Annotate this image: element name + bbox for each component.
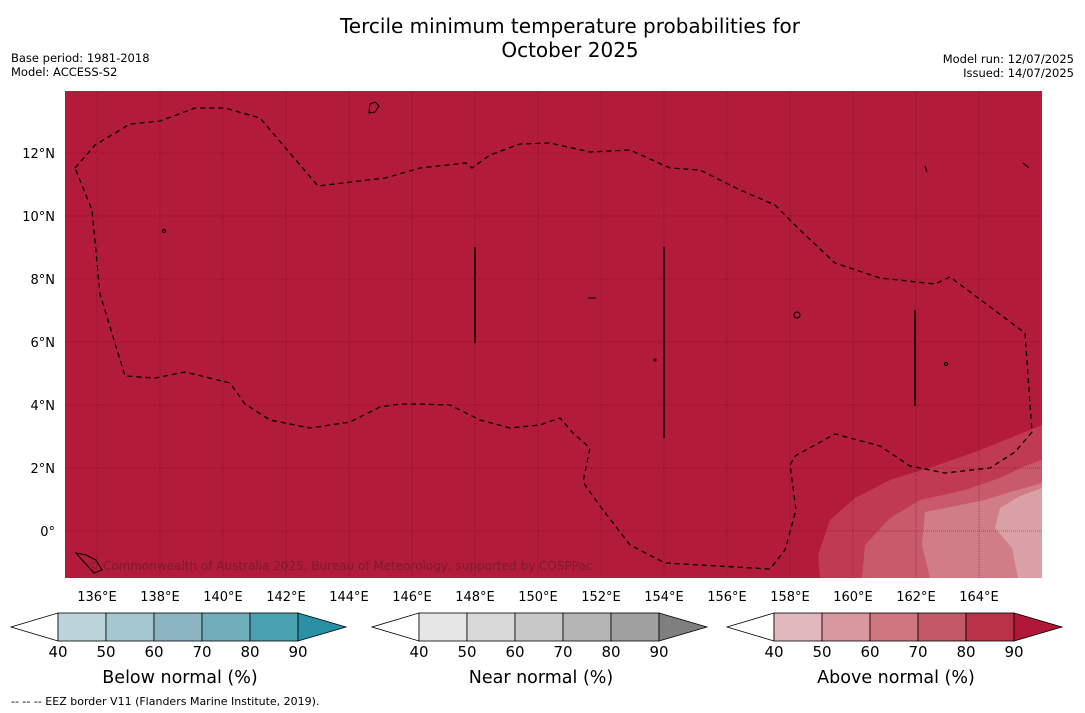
colorbar-extend-low [371, 612, 420, 642]
lon-tick-label: 136°E [77, 590, 117, 605]
legend-below-normal: 40 50 60 70 80 90 Below normal (%) [10, 612, 350, 702]
lon-tick-label: 158°E [770, 590, 810, 605]
legend-title-above: Above normal (%) [817, 668, 975, 688]
colorbar-tick-label: 70 [908, 643, 927, 661]
lon-tick-label: 138°E [140, 590, 180, 605]
colorbar-tick-label: 60 [505, 643, 524, 661]
colorbar-tick-label: 60 [860, 643, 879, 661]
lon-tick-label: 146°E [392, 590, 432, 605]
colorbar-tick-label: 90 [1004, 643, 1023, 661]
colorbar-tick-label: 40 [409, 643, 428, 661]
colorbar-segment [965, 612, 1015, 642]
colorbar-segment [773, 612, 823, 642]
colorbar-segment [869, 612, 919, 642]
island-dots [74, 101, 1030, 574]
colorbar-tick-label: 50 [96, 643, 115, 661]
issued-date: Issued: 14/07/2025 [963, 66, 1074, 80]
colorbar-tick-label: 80 [956, 643, 975, 661]
model-name: Model: ACCESS-S2 [11, 65, 118, 79]
lat-tick-label: 12°N [22, 147, 55, 162]
colorbar-segment [821, 612, 871, 642]
colorbar-segment [466, 612, 516, 642]
colorbar-above-normal: 40 50 60 70 80 90 [726, 612, 1064, 661]
above-50-region [995, 488, 1042, 578]
lon-tick-label: 150°E [518, 590, 558, 605]
colorbar-tick-label: 40 [48, 643, 67, 661]
colorbar-tick-label: 50 [457, 643, 476, 661]
colorbar-segment [201, 612, 251, 642]
colorbar-segment [57, 612, 107, 642]
title-line-1: Tercile minimum temperature probabilitie… [339, 14, 801, 38]
colorbar-extend-high [658, 612, 709, 642]
lon-tick-label: 162°E [896, 590, 936, 605]
lat-tick-label: 2°N [31, 462, 56, 477]
colorbar-segment [249, 612, 299, 642]
colorbar-near-normal: 40 50 60 70 80 90 [371, 612, 709, 661]
colorbar-extend-low [10, 612, 59, 642]
colorbar-tick-label: 90 [649, 643, 668, 661]
copyright-notice: © Commonwealth of Australia 2025, Bureau… [87, 559, 592, 573]
probability-map: © Commonwealth of Australia 2025, Bureau… [22, 91, 1042, 605]
meta-left: Base period: 1981-2018 Model: ACCESS-S2 [11, 51, 150, 79]
lon-tick-label: 164°E [959, 590, 999, 605]
colorbar-tick-label: 80 [240, 643, 259, 661]
colorbar-segment [917, 612, 967, 642]
legend-title-below: Below normal (%) [102, 668, 258, 688]
colorbar-segment [418, 612, 468, 642]
colorbar-tick-label: 40 [764, 643, 783, 661]
footnote-eez: -- -- -- EEZ border V11 (Flanders Marine… [11, 695, 320, 708]
meta-right: Model run: 12/07/2025 Issued: 14/07/2025 [943, 52, 1074, 80]
colorbar-tick-label: 60 [144, 643, 163, 661]
lon-tick-label: 160°E [833, 590, 873, 605]
lon-tick-label: 140°E [203, 590, 243, 605]
colorbar-segment [153, 612, 203, 642]
colorbar-extend-high [1013, 612, 1064, 642]
colorbar-extend-high [297, 612, 348, 642]
lon-tick-label: 152°E [581, 590, 621, 605]
lon-tick-label: 142°E [266, 590, 306, 605]
legend-above-normal: 40 50 60 70 80 90 Above normal (%) [726, 612, 1066, 702]
colorbar-tick-label: 70 [553, 643, 572, 661]
lat-tick-label: 0° [40, 525, 55, 540]
lat-tick-labels: 12°N 10°N 8°N 6°N 4°N 2°N 0° [22, 147, 55, 540]
legend-near-normal: 40 50 60 70 80 90 Near normal (%) [371, 612, 711, 702]
model-run: Model run: 12/07/2025 [942, 52, 1074, 66]
colorbar-segment [514, 612, 564, 642]
colorbar-tick-label: 50 [812, 643, 831, 661]
colorbar-segment [610, 612, 660, 642]
colorbar-segment [562, 612, 612, 642]
colorbar-extend-low [726, 612, 775, 642]
lat-tick-label: 4°N [31, 399, 56, 414]
eez-border [74, 107, 1033, 570]
chart-title: Tercile minimum temperature probabilitie… [0, 14, 1085, 62]
colorbar-tick-label: 70 [192, 643, 211, 661]
lon-tick-label: 148°E [455, 590, 495, 605]
base-period: Base period: 1981-2018 [11, 51, 150, 65]
lat-tick-label: 6°N [31, 336, 56, 351]
colorbar-segment [105, 612, 155, 642]
colorbar-tick-label: 80 [601, 643, 620, 661]
title-line-2: October 2025 [501, 38, 639, 62]
lon-tick-label: 144°E [329, 590, 369, 605]
colorbar-below-normal: 40 50 60 70 80 90 [10, 612, 348, 661]
lon-tick-label: 154°E [644, 590, 684, 605]
lat-tick-label: 10°N [22, 210, 55, 225]
legend-title-near: Near normal (%) [468, 668, 614, 688]
lon-tick-label: 156°E [707, 590, 747, 605]
colorbar-tick-label: 90 [288, 643, 307, 661]
lat-tick-label: 8°N [31, 273, 56, 288]
gridlines [65, 91, 1042, 578]
lon-tick-labels: 136°E 138°E 140°E 142°E 144°E 146°E 148°E 150°E… [77, 590, 999, 605]
